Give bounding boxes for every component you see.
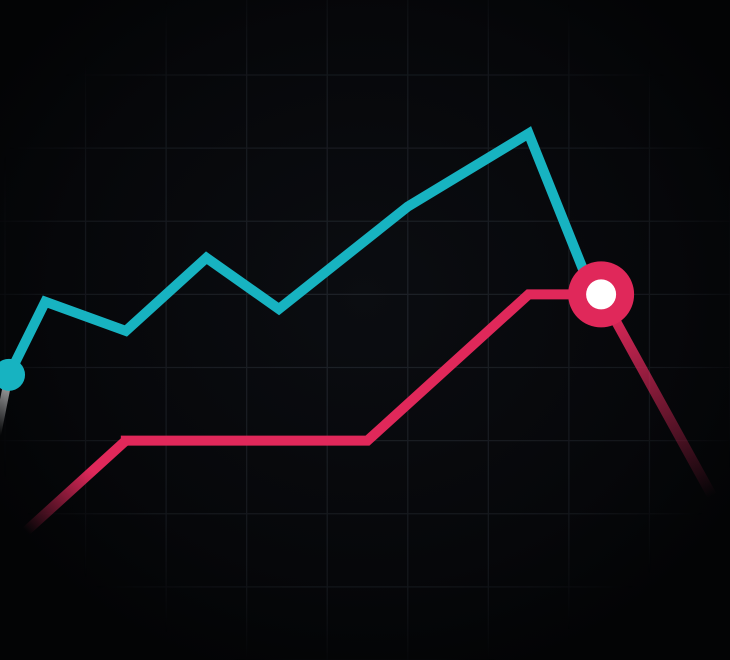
series-1-line	[4, 126, 598, 378]
series-layer	[0, 126, 727, 555]
marker-layer	[0, 261, 635, 391]
series-1-start-point	[0, 358, 26, 391]
highlight-point-center	[586, 279, 617, 310]
series-2-right-fade	[596, 291, 727, 517]
series-2-line	[120, 289, 607, 446]
series-2-left-fade	[1, 436, 130, 555]
